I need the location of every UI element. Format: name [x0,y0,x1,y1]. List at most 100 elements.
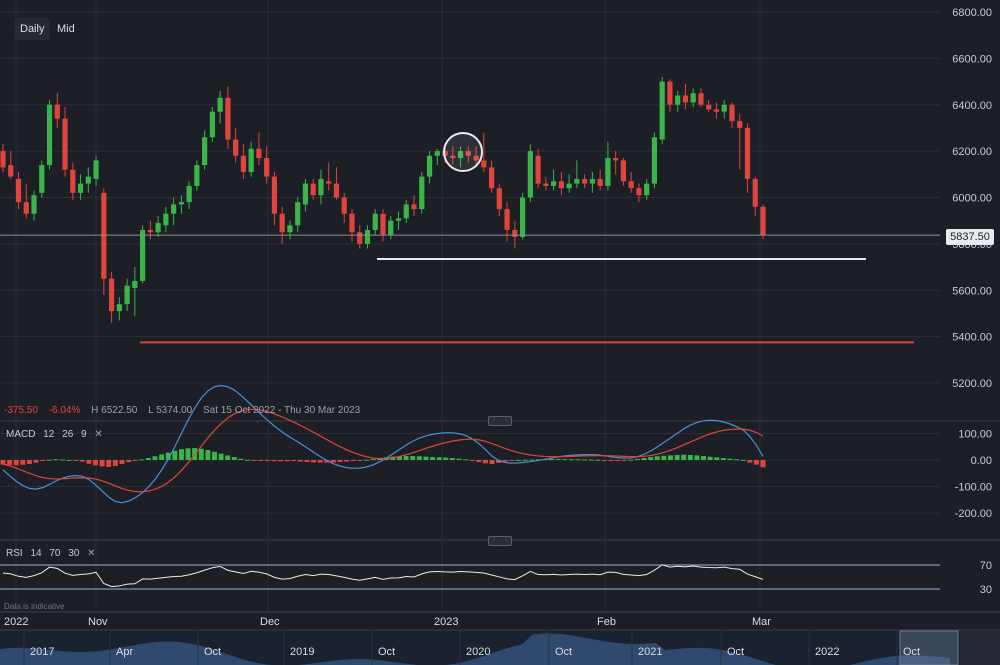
macd-histogram-bar [46,459,52,461]
candle-body [209,111,215,138]
macd-histogram-bar [555,458,561,460]
candle-body [644,183,650,196]
date-range: Sat 15 Oct 2022 - Thu 30 Mar 2023 [203,405,361,416]
macd-histogram-bar [582,459,588,461]
candle-body [457,151,464,159]
macd-histogram-bar [509,460,515,461]
candle-body [155,223,161,233]
pane-resize-handle-macd[interactable] [488,416,512,426]
navigator-label: Oct [378,646,395,658]
candle-body [698,93,704,105]
macd-histogram-bar [562,459,568,461]
macd-histogram-bar [119,460,125,464]
rsi-close-icon[interactable]: ✕ [87,548,96,559]
time-axis-label: Feb [597,616,616,628]
candle-body [613,158,619,161]
candle-body [582,178,588,184]
macd-histogram-bar [311,460,317,463]
macd-histogram-bar [634,458,640,460]
candle-body [574,178,580,184]
candle-body [194,165,200,186]
macd-histogram-bar [73,460,79,461]
pane-resize-handle-rsi[interactable] [488,536,512,546]
candle-body [496,188,502,210]
navigator-label: 2022 [815,646,839,658]
candle-body [93,160,99,179]
macd-histogram-bar [615,460,621,461]
navigator-window [899,630,959,665]
summary-bar: -375.50 -6.04% H 6522.50 L 5374.00 Sat 1… [4,405,368,416]
navigator-label: 2020 [466,646,490,658]
high-value: H 6522.50 [91,405,138,416]
macd-histogram-bar [727,458,733,460]
macd-histogram-bar [436,457,442,460]
macd-histogram-bar [165,452,171,460]
macd-histogram-bar [185,448,191,460]
macd-histogram-bar [502,460,508,462]
macd-histogram-bar [304,460,310,462]
macd-histogram-bar [271,460,277,462]
candle-body [667,81,673,105]
indicative-note: Data is indicative [4,602,65,611]
rsi-title: RSI [6,548,23,559]
price-axis-label: 6000.00 [952,193,992,205]
macd-histogram-bar [403,456,409,460]
candle-body [426,155,433,177]
macd-histogram-bar [7,460,13,466]
candle-body [675,95,681,105]
navigator-label: 2019 [290,646,314,658]
rsi-param-upper: 70 [49,548,61,559]
candle-body [295,202,301,226]
macd-histogram-bar [0,460,6,465]
macd-axis-label: 0.00 [971,455,992,467]
price-axis-label: 6400.00 [952,100,992,112]
macd-histogram-bar [549,459,555,461]
macd-histogram-bar [66,460,72,461]
macd-label: MACD 12 26 9 ✕ [6,429,108,440]
candle-body [364,229,371,244]
macd-histogram-bar [515,460,521,461]
macd-axis-label: -100.00 [955,482,992,494]
candle-body [46,104,53,166]
macd-histogram-bar [258,460,264,461]
candle-body [310,183,316,196]
candle-body [713,109,720,112]
macd-histogram-bar [112,460,118,466]
candle-body [256,148,262,159]
candle-body [605,158,611,186]
macd-histogram-bar [225,455,231,460]
price-axis-label: 5600.00 [952,285,992,297]
time-axis-label: 2022 [4,616,28,628]
candle-body [54,104,60,119]
candle-body [690,93,696,103]
candle-body [566,183,572,189]
macd-close-icon[interactable]: ✕ [94,429,103,440]
timeframe-mid-button[interactable]: Mid [57,23,75,35]
time-axis-label: 2023 [434,616,458,628]
macd-histogram-bar [740,460,746,461]
macd-histogram-bar [482,460,488,464]
macd-histogram-bar [238,458,244,460]
macd-histogram-bar [760,460,766,468]
candle-body [240,155,247,172]
candle-body [380,213,386,235]
candle-body [108,278,115,312]
macd-histogram-bar [20,460,26,465]
candle-body [62,118,68,170]
macd-histogram-bar [297,460,303,462]
change-percent: -6.04% [48,405,81,416]
macd-histogram-bar [106,460,112,467]
macd-axis-label: 100.00 [958,429,992,441]
macd-axis-label: -200.00 [955,508,992,520]
candle-body [39,165,45,193]
macd-histogram-bar [350,460,356,462]
macd-histogram-bar [714,457,720,460]
navigator-label: Oct [555,646,572,658]
navigator-label: 2017 [30,646,54,658]
navigator-label: Apr [116,646,133,658]
current-price-badge: 5837.50 [946,229,994,245]
timeframe-daily-button[interactable]: Daily [14,18,51,40]
macd-histogram-bar [53,459,59,461]
candle-body [101,192,107,279]
